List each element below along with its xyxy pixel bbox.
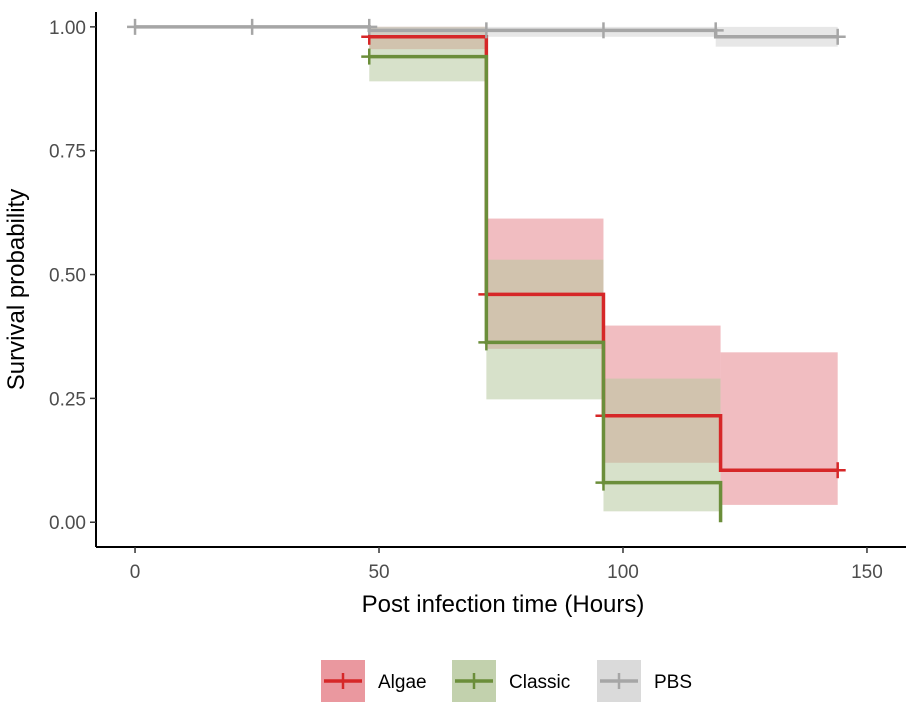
y-axis-title: Survival probability: [3, 189, 30, 390]
x-tick-label-3: 150: [851, 562, 883, 583]
y-tick-label-3: 0.75: [49, 142, 86, 163]
survival-curves: [127, 18, 846, 523]
x-tick-label-2: 100: [607, 562, 639, 583]
x-tick-label-1: 50: [368, 562, 389, 583]
y-tick-label-0: 0.00: [49, 513, 86, 534]
band-classic-1: [486, 259, 604, 400]
x-axis-title: Post infection time (Hours): [362, 591, 645, 618]
y-tick-label-4: 1.00: [49, 18, 86, 39]
y-tick-label-2: 0.50: [49, 266, 86, 287]
x-axis-ticks: 0 50 100 150: [130, 547, 883, 583]
curve-pbs: [135, 25, 838, 39]
legend-label-algae: Algae: [378, 672, 427, 693]
y-tick-label-1: 0.25: [49, 389, 86, 410]
band-classic-2: [603, 378, 721, 512]
axes: 0.00 0.25 0.50 0.75 1.00 0 50 100 150: [49, 12, 906, 583]
y-axis-ticks: 0.00 0.25 0.50 0.75 1.00: [49, 18, 96, 534]
legend-label-classic: Classic: [509, 672, 570, 693]
legend: Algae Classic PBS: [321, 660, 692, 702]
x-tick-label-0: 0: [130, 562, 141, 583]
curve-classic: [369, 54, 723, 523]
band-algae-3: [720, 352, 838, 505]
confidence-bands: [369, 26, 838, 512]
legend-label-pbs: PBS: [654, 672, 692, 693]
